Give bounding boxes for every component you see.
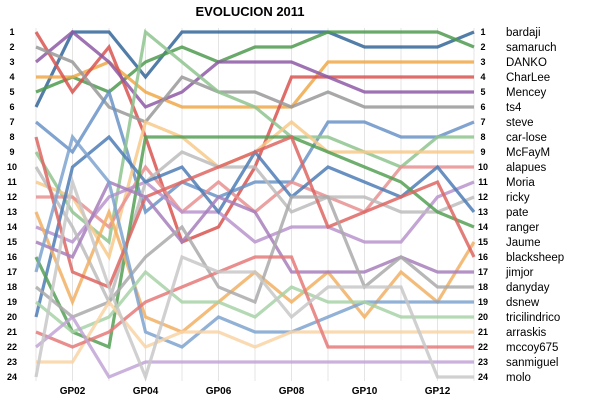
y-tick-label-right: 7	[480, 117, 485, 127]
y-tick-label-right: 23	[478, 357, 488, 367]
y-tick-label-right: 1	[480, 27, 485, 37]
series-line-sanmiguel	[34, 314, 474, 379]
grid	[35, 28, 475, 381]
y-tick-label-right: 6	[480, 102, 485, 112]
series-line-ranger	[34, 135, 475, 350]
legend-label: samaruch	[506, 42, 557, 54]
x-tick-label: GP10	[352, 386, 378, 397]
legend-label: jimjor	[505, 267, 534, 279]
legend-label: steve	[506, 117, 534, 129]
series-line-mencey	[34, 29, 474, 109]
y-tick-label-right: 11	[478, 177, 488, 187]
y-tick-label-left: 18	[7, 282, 17, 292]
series-line-ts4	[35, 45, 474, 124]
y-tick-label-right: 2	[480, 42, 485, 52]
y-tick-label-right: 10	[478, 162, 488, 172]
y-tick-label-right: 22	[478, 342, 488, 352]
legend-label: danyday	[506, 282, 550, 294]
series-line-arraskis	[36, 299, 474, 364]
y-tick-label-left: 3	[9, 57, 14, 67]
series-line-bardaji	[34, 30, 475, 108]
legend-label: car-lose	[506, 132, 547, 144]
y-tick-label-left: 19	[7, 297, 17, 307]
series-line-moria	[35, 180, 475, 244]
y-tick-label-left: 11	[7, 177, 17, 187]
legend-label: dsnew	[506, 297, 540, 309]
x-tick-label: GP06	[206, 386, 232, 397]
series-line-tricilindrico	[34, 269, 474, 334]
y-tick-label-left: 13	[7, 207, 17, 217]
legend-label: molo	[506, 372, 531, 384]
series-line-steve	[34, 88, 475, 215]
y-tick-label-left: 20	[7, 312, 17, 322]
y-tick-label-left: 7	[9, 117, 14, 127]
y-tick-label-right: 21	[478, 327, 488, 337]
y-tick-label-left: 23	[7, 357, 17, 367]
y-tick-label-right: 16	[478, 252, 488, 262]
x-tick-label: GP04	[133, 386, 159, 397]
y-tick-label-left: 6	[9, 102, 14, 112]
y-tick-label-left: 9	[9, 147, 14, 157]
y-tick-label-right: 3	[480, 57, 485, 67]
series-line-dsnew	[34, 133, 474, 349]
y-tick-label-left: 16	[7, 252, 17, 262]
legend-label: tricilindrico	[506, 312, 560, 324]
legend-label: sanmiguel	[506, 357, 558, 369]
series-line-mccoy675	[35, 255, 474, 349]
y-tick-label-left: 4	[9, 72, 14, 82]
y-tick-label-left: 8	[9, 132, 14, 142]
y-tick-label-right: 12	[478, 192, 488, 202]
y-tick-label-right: 19	[478, 297, 488, 307]
y-tick-label-right: 17	[478, 267, 488, 277]
y-tick-label-left: 14	[7, 222, 17, 232]
x-tick-label: GP08	[279, 386, 305, 397]
legend-label: alapues	[506, 162, 547, 174]
y-tick-label-left: 15	[7, 237, 17, 247]
y-tick-label-right: 18	[478, 282, 488, 292]
series-lines	[34, 29, 476, 382]
y-tick-label-right: 13	[478, 207, 488, 217]
legend-label: Mencey	[506, 87, 547, 99]
y-tick-label-left: 21	[7, 327, 17, 337]
y-tick-label-left: 2	[9, 42, 14, 52]
legend-label: bardaji	[506, 27, 541, 39]
y-tick-label-right: 5	[480, 87, 485, 97]
y-tick-label-left: 22	[7, 342, 17, 352]
x-tick-label: GP12	[425, 386, 451, 397]
x-axis-ticks: GP02 GP04 GP06 GP08 GP10 GP12	[60, 386, 451, 397]
y-tick-label-right: 14	[478, 222, 488, 232]
x-tick-label: GP02	[60, 386, 86, 397]
y-tick-label-right: 9	[480, 147, 485, 157]
y-tick-label-left: 17	[7, 267, 17, 277]
legend-label: ranger	[506, 222, 539, 234]
legend-label: ricky	[506, 192, 530, 204]
legend-label: pate	[506, 207, 528, 219]
legend-label: Jaume	[506, 237, 541, 249]
legend-label: DANKO	[506, 57, 547, 69]
y-tick-label-left: 1	[9, 27, 14, 37]
y-tick-label-right: 20	[478, 312, 488, 322]
chart-title: EVOLUCION 2011	[195, 4, 304, 19]
y-tick-label-right: 8	[480, 132, 485, 142]
legend-label: McFayM	[506, 147, 550, 159]
legend-label: arraskis	[506, 327, 547, 339]
y-tick-label-left: 24	[7, 372, 17, 382]
y-tick-label-left: 10	[7, 162, 17, 172]
y-tick-label-right: 15	[478, 237, 488, 247]
legend-label: Moria	[506, 177, 535, 189]
y-tick-label-right: 4	[480, 72, 485, 82]
legend-label: mccoy675	[506, 342, 558, 354]
y-tick-label-right: 24	[478, 372, 488, 382]
y-tick-label-left: 5	[9, 87, 14, 97]
series-line-molo	[34, 175, 474, 382]
y-tick-label-left: 12	[7, 192, 17, 202]
legend-label: blacksheep	[506, 252, 564, 264]
legend: bardaji samaruch DANKO CharLee Mencey ts4 stev…	[505, 27, 564, 384]
legend-label: CharLee	[506, 72, 550, 84]
legend-label: ts4	[506, 102, 522, 114]
